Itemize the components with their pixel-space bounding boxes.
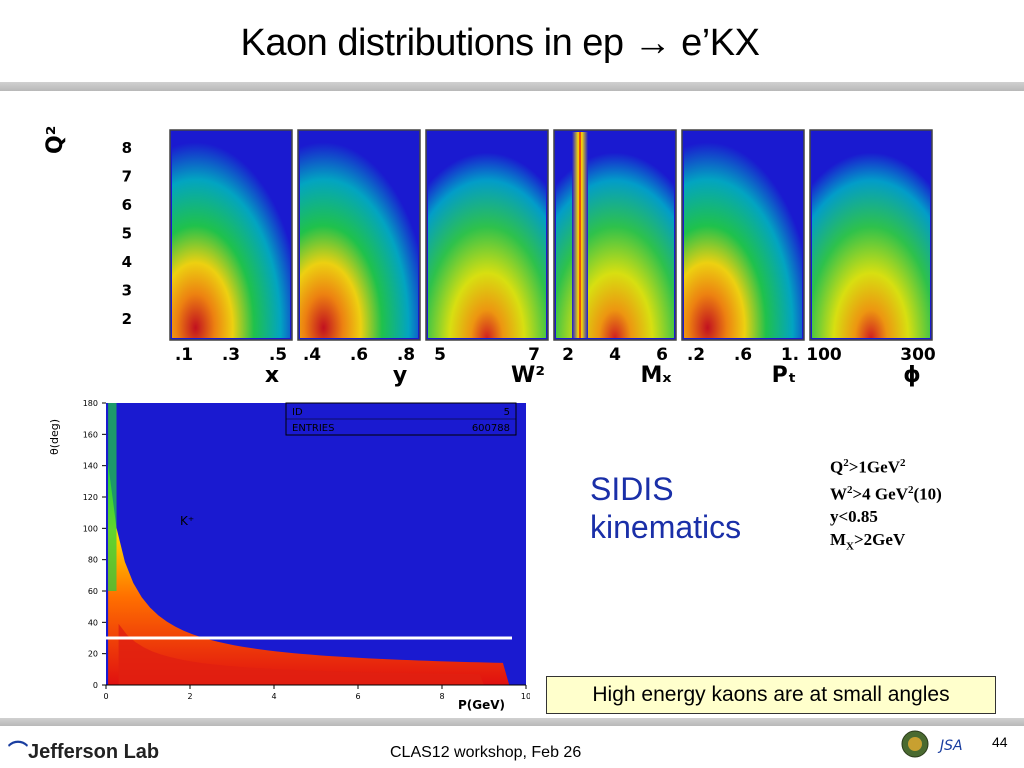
q2-tick-label: 3 <box>122 282 132 300</box>
theta-tick-label: 40 <box>88 618 98 627</box>
q2-tick-label: 8 <box>122 139 132 157</box>
panel-x-tick: 4 <box>609 345 621 365</box>
q2-y-ticks: 8 7 6 5 4 3 2 <box>122 139 132 328</box>
q2-tick-label: 6 <box>122 196 132 214</box>
density-core <box>118 623 484 685</box>
p-tick-label: 2 <box>187 692 192 701</box>
p-axis-ticks: 0 2 4 6 8 10 <box>103 684 530 701</box>
stats-entries-value: 600788 <box>472 423 510 434</box>
panel-x-tick: 7 <box>528 345 540 365</box>
stats-box: ID 5 ENTRIES 600788 <box>285 402 517 436</box>
panel-x-tick: .3 <box>222 345 240 365</box>
q2-tick-label: 7 <box>122 168 132 186</box>
q2-tick-label: 2 <box>122 310 132 328</box>
kinematics-word: kinematics <box>590 509 742 545</box>
stats-id-value: 5 <box>504 407 510 418</box>
theta-tick-label: 120 <box>83 493 98 502</box>
sidis-kinematics-label: SIDIS kinematics <box>590 470 741 546</box>
panel-x-tick: 1. <box>781 345 799 365</box>
panel-x-label: Pₜ <box>772 363 797 388</box>
panel-x-tick: .1 <box>175 345 193 365</box>
panel-density <box>300 132 418 338</box>
q2-tick-label: 5 <box>122 225 132 243</box>
panel-density <box>684 132 802 338</box>
jefferson-lab-logo: ⌒Jefferson Lab <box>8 735 159 764</box>
panel-density <box>428 132 546 338</box>
heatmap-panel: .1 .3 .5x <box>169 129 293 388</box>
heatmap-panel: 5 7W² <box>425 129 549 388</box>
p-tick-label: 0 <box>103 692 108 701</box>
panel-x-label: Mₓ <box>641 363 672 388</box>
p-tick-label: 8 <box>439 692 444 701</box>
panel-x-tick: .5 <box>269 345 287 365</box>
mx-peak-band <box>572 132 588 338</box>
stats-id-label: ID <box>292 407 303 418</box>
q2-axis-label: Q² <box>43 126 68 154</box>
panel-x-label: W² <box>511 363 545 388</box>
footer-divider <box>0 718 1024 726</box>
panel-density <box>172 132 290 338</box>
slide-title: Kaon distributions in ep → e’KX <box>240 22 760 64</box>
jlab-logo-text: Jefferson Lab <box>28 741 160 763</box>
sidis-word: SIDIS <box>590 471 674 507</box>
cut-mx: MX>2GeV <box>830 530 906 553</box>
panel-x-label: ϕ <box>903 363 921 388</box>
jlab-swoosh-icon: ⌒ <box>8 741 28 763</box>
panel-x-tick: .8 <box>397 345 415 365</box>
p-tick-label: 4 <box>271 692 276 701</box>
panel-x-tick: .4 <box>303 345 321 365</box>
jsa-logo-icon: JSA <box>937 738 963 754</box>
panel-x-tick: 5 <box>434 345 446 365</box>
kaon-annotation: K⁺ <box>180 514 194 528</box>
high-energy-note: High energy kaons are at small angles <box>546 676 996 714</box>
panel-x-tick: .6 <box>734 345 752 365</box>
panel-x-label: y <box>393 363 407 388</box>
page-number: 44 <box>992 734 1008 750</box>
p-tick-label: 6 <box>355 692 360 701</box>
theta-axis-ticks: 0 20 40 60 80 100 120 140 160 180 <box>83 399 106 690</box>
panel-x-tick: 100 <box>806 345 842 365</box>
theta-tick-label: 80 <box>88 556 98 565</box>
footer-text: CLAS12 workshop, Feb 26 <box>390 744 582 761</box>
theta-axis-label: θ(deg) <box>48 419 61 455</box>
theta-tick-label: 180 <box>83 399 98 408</box>
kinematic-cuts: Q2>1GeV2 W2>4 GeV2(10) y<0.85 MX>2GeV <box>830 452 942 559</box>
theta-tick-label: 20 <box>88 650 98 659</box>
partner-logos: JSA <box>901 730 963 758</box>
heatmap-panel: 2 4 6Mₓ <box>553 129 677 388</box>
panel-x-tick: .2 <box>687 345 705 365</box>
kaon-density-band <box>108 403 510 685</box>
stats-entries-label: ENTRIES <box>292 423 334 434</box>
q2-tick-label: 4 <box>122 253 132 271</box>
low-p-spike <box>108 403 117 591</box>
p-tick-label: 10 <box>521 692 530 701</box>
panel-density <box>812 132 930 338</box>
theta-tick-label: 0 <box>93 681 98 690</box>
panel-x-label: x <box>265 363 279 388</box>
theta-tick-label: 140 <box>83 462 98 471</box>
heatmap-panel: .2 .6 1.Pₜ <box>681 129 805 388</box>
theta-tick-label: 60 <box>88 587 98 596</box>
panel-x-tick: 300 <box>900 345 936 365</box>
theta-tick-label: 160 <box>83 430 98 439</box>
title-divider <box>0 82 1024 91</box>
cut-q2: Q2>1GeV2 <box>830 457 906 477</box>
cut-y: y<0.85 <box>830 507 878 527</box>
panel-x-tick: .6 <box>350 345 368 365</box>
heatmap-panel: .4 .6 .8y <box>297 129 421 388</box>
cut-w2: W2>4 GeV2(10) <box>830 483 942 504</box>
panel-x-tick: 6 <box>656 345 668 365</box>
p-axis-label: P(GeV) <box>458 698 505 712</box>
theta-tick-label: 100 <box>83 524 98 533</box>
panel-x-tick: 2 <box>562 345 574 365</box>
